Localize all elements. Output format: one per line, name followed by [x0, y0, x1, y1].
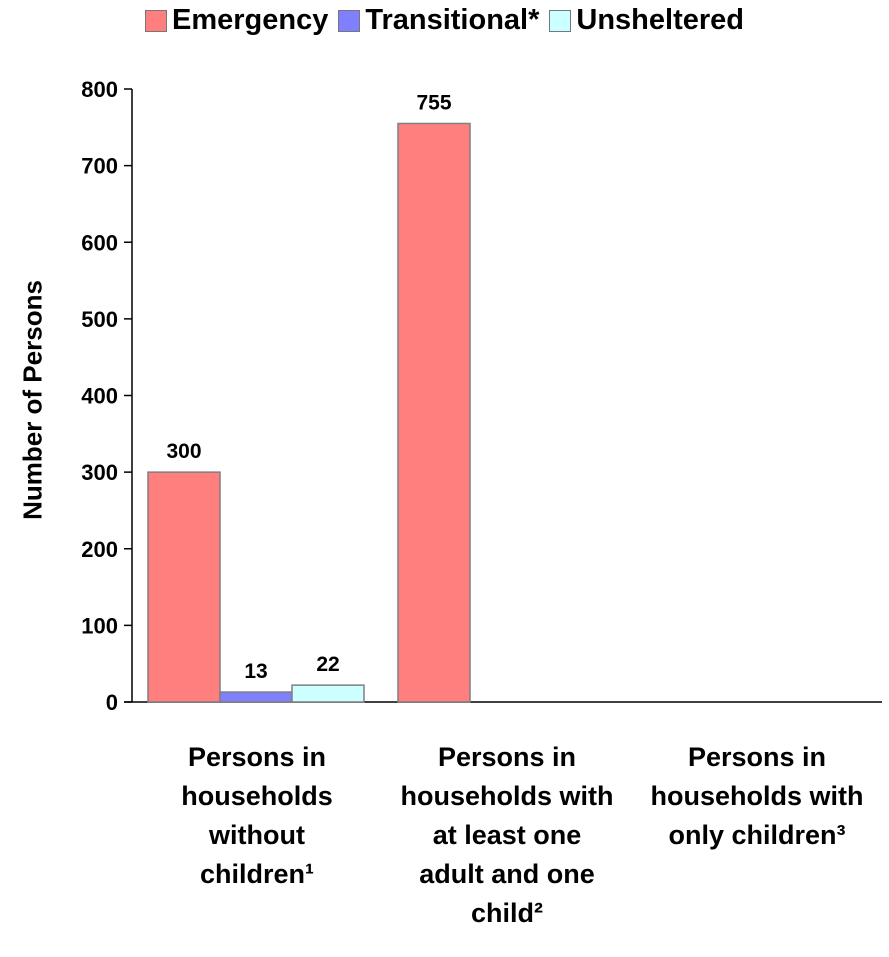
bar: [291, 684, 365, 703]
category-label-only-children: Persons in households with only children…: [650, 742, 864, 850]
y-tick-label: 100: [81, 613, 118, 638]
data-label: 13: [244, 660, 267, 683]
category-label-adult-and-child: Persons in households with at least one …: [400, 742, 614, 928]
legend-label-transitional: Transitional*: [365, 4, 540, 36]
legend-label-emergency: Emergency: [171, 4, 329, 36]
bar: [219, 691, 293, 703]
legend-swatch-emergency: [144, 9, 167, 32]
legend: Emergency Transitional* Unsheltered: [0, 4, 889, 37]
y-tick-label: 700: [81, 154, 118, 179]
y-tick-label: 200: [81, 537, 118, 562]
y-tick-label: 0: [106, 690, 118, 715]
y-tick-label: 300: [81, 460, 118, 485]
data-label: 755: [416, 91, 451, 114]
legend-swatch-unsheltered: [549, 9, 572, 32]
data-label: 22: [316, 653, 339, 676]
y-tick-label: 800: [81, 77, 118, 102]
legend-item-transitional: Transitional*: [338, 4, 539, 37]
bar: [397, 122, 471, 703]
category-label-without-children: Persons in households without children¹: [181, 742, 333, 889]
legend-label-unsheltered: Unsheltered: [576, 4, 744, 36]
y-tick-label: 500: [81, 307, 118, 332]
bar: [147, 471, 221, 703]
legend-item-emergency: Emergency: [144, 4, 329, 37]
legend-item-unsheltered: Unsheltered: [549, 4, 744, 37]
y-tick-label: 600: [81, 230, 118, 255]
legend-swatch-transitional: [338, 9, 361, 32]
data-label: 300: [166, 440, 201, 463]
y-tick-label: 400: [81, 384, 118, 409]
